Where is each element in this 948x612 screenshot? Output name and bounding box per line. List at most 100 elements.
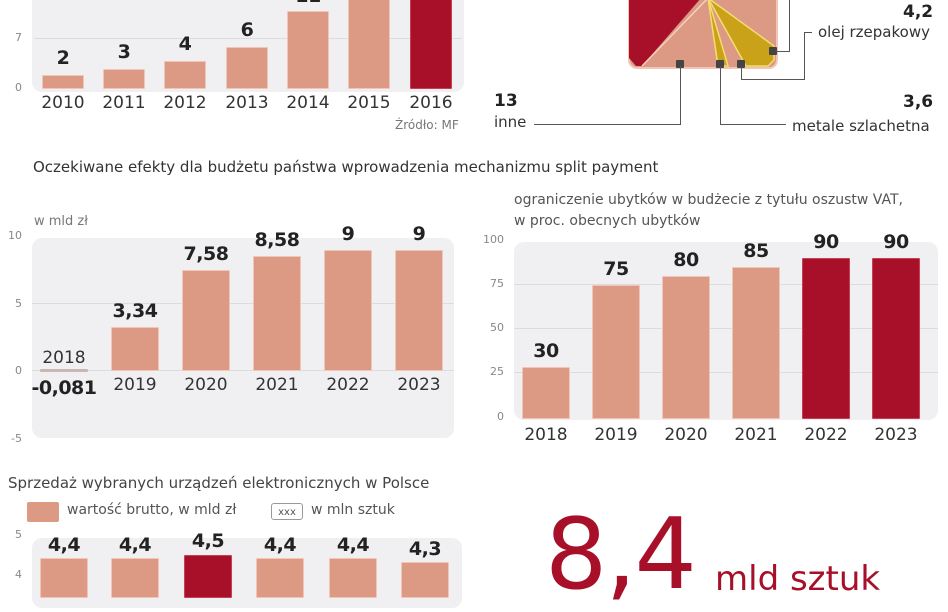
bar-2022[interactable] xyxy=(324,250,372,371)
leader-olej2-v xyxy=(804,32,805,80)
leader-olej2-v2 xyxy=(741,66,742,80)
category-label: 2023 xyxy=(397,375,441,395)
marker-olej xyxy=(769,47,777,55)
value-label: 7,58 xyxy=(183,243,229,265)
gridline-7 xyxy=(34,38,462,39)
value-label: 30 xyxy=(533,340,559,362)
leader-olej-h2 xyxy=(804,32,812,33)
category-label: 2014 xyxy=(286,93,330,113)
bar-6[interactable] xyxy=(401,562,449,598)
value-label: 9 xyxy=(341,223,355,245)
bar-2019[interactable] xyxy=(592,285,640,419)
value-label: 4,3 xyxy=(408,538,442,560)
category-label: 2011 xyxy=(102,93,146,113)
gridline-5 xyxy=(32,303,454,304)
ytick: 25 xyxy=(490,365,504,378)
bar-2022[interactable] xyxy=(802,258,850,419)
ytick: 7 xyxy=(15,31,22,44)
chart-panel xyxy=(514,242,938,420)
gridline-50 xyxy=(514,328,938,329)
value-label: 4,4 xyxy=(263,534,297,556)
ytick: 5 xyxy=(15,528,22,541)
bar-2020[interactable] xyxy=(662,276,710,419)
leader-olej2-h xyxy=(741,79,805,80)
unit-label: w mld zł xyxy=(34,214,88,229)
legend-swatch-value xyxy=(27,502,59,522)
headline-number: 8,4 xyxy=(545,498,697,612)
chart-panel xyxy=(32,238,454,438)
marker-inne xyxy=(676,60,684,68)
bar-2018[interactable] xyxy=(40,369,88,372)
metale-label: metale szlachetna xyxy=(792,117,930,135)
value-label: 6 xyxy=(240,19,254,41)
legend-label-units: w mln sztuk xyxy=(311,502,395,518)
leader-olej-v xyxy=(789,0,790,52)
inne-value: 13 xyxy=(494,91,518,111)
inne-label: inne xyxy=(494,113,527,131)
category-label: 2019 xyxy=(113,375,157,395)
category-label: 2020 xyxy=(184,375,228,395)
value-label: 90 xyxy=(883,231,909,253)
category-label: 2015 xyxy=(347,93,391,113)
legend-swatch-units: xxx xyxy=(271,503,303,520)
gridline-25 xyxy=(514,372,938,373)
legend-label-value: wartość brutto, w mld zł xyxy=(67,502,237,518)
category-label: 2021 xyxy=(255,375,299,395)
metale-value: 3,6 xyxy=(903,92,934,112)
ytick: 75 xyxy=(490,277,504,290)
bar-2020[interactable] xyxy=(182,270,230,371)
value-label: 2 xyxy=(56,47,70,69)
bar-1[interactable] xyxy=(40,558,88,598)
bar-2014[interactable] xyxy=(287,11,329,89)
bar-3[interactable] xyxy=(184,555,232,598)
value-label: 9 xyxy=(412,223,426,245)
ytick: 0 xyxy=(497,410,504,423)
value-label: 4,4 xyxy=(47,534,81,556)
category-label: 2012 xyxy=(163,93,207,113)
marker-metale2 xyxy=(737,60,745,68)
leader-metale-v xyxy=(720,66,721,124)
category-label: 2016 xyxy=(409,93,453,113)
bar-5[interactable] xyxy=(329,558,377,598)
bar-2012[interactable] xyxy=(164,61,206,89)
value-label: 11 xyxy=(268,0,348,7)
ytick: 0 xyxy=(15,364,22,377)
value-label: 75 xyxy=(603,258,629,280)
value-label: 8,58 xyxy=(254,229,300,251)
ytick: 100 xyxy=(483,233,504,246)
bar-2023[interactable] xyxy=(872,258,920,419)
bar-2018[interactable] xyxy=(522,367,570,419)
ytick: 10 xyxy=(8,229,22,242)
bar-2019[interactable] xyxy=(111,327,159,371)
category-label: 2013 xyxy=(225,93,269,113)
subtitle-line1: ograniczenie ubytków w budżecie z tytułu… xyxy=(514,192,903,208)
gridline-75 xyxy=(514,284,938,285)
category-label: 2010 xyxy=(41,93,85,113)
bar-2011[interactable] xyxy=(103,69,145,89)
marker-metale xyxy=(716,60,724,68)
value-label: 4 xyxy=(178,33,192,55)
bar-2010[interactable] xyxy=(42,75,84,89)
leader-metale-h xyxy=(720,124,786,125)
bar-2[interactable] xyxy=(111,558,159,598)
section-title: Oczekiwane efekty dla budżetu państwa wp… xyxy=(33,158,659,176)
category-label: 2019 xyxy=(594,425,638,445)
category-label: 2020 xyxy=(664,425,708,445)
value-label: 85 xyxy=(743,240,769,262)
bar-2021[interactable] xyxy=(732,267,780,419)
source-note: Źródło: MF xyxy=(395,118,459,132)
value-label: 90 xyxy=(813,231,839,253)
bar-2015[interactable] xyxy=(348,0,390,89)
category-label: 2018 xyxy=(42,348,86,368)
ytick: 4 xyxy=(15,568,22,581)
bar-2013[interactable] xyxy=(226,47,268,89)
leader-olej-h xyxy=(776,51,790,52)
category-label: 2022 xyxy=(804,425,848,445)
leader-inne-h xyxy=(534,124,681,125)
bar-4[interactable] xyxy=(256,558,304,598)
pie-square xyxy=(628,0,778,69)
headline-unit: mld sztuk xyxy=(715,559,881,599)
bar-2016[interactable] xyxy=(410,0,452,89)
bar-2023[interactable] xyxy=(395,250,443,371)
bar-2021[interactable] xyxy=(253,256,301,371)
